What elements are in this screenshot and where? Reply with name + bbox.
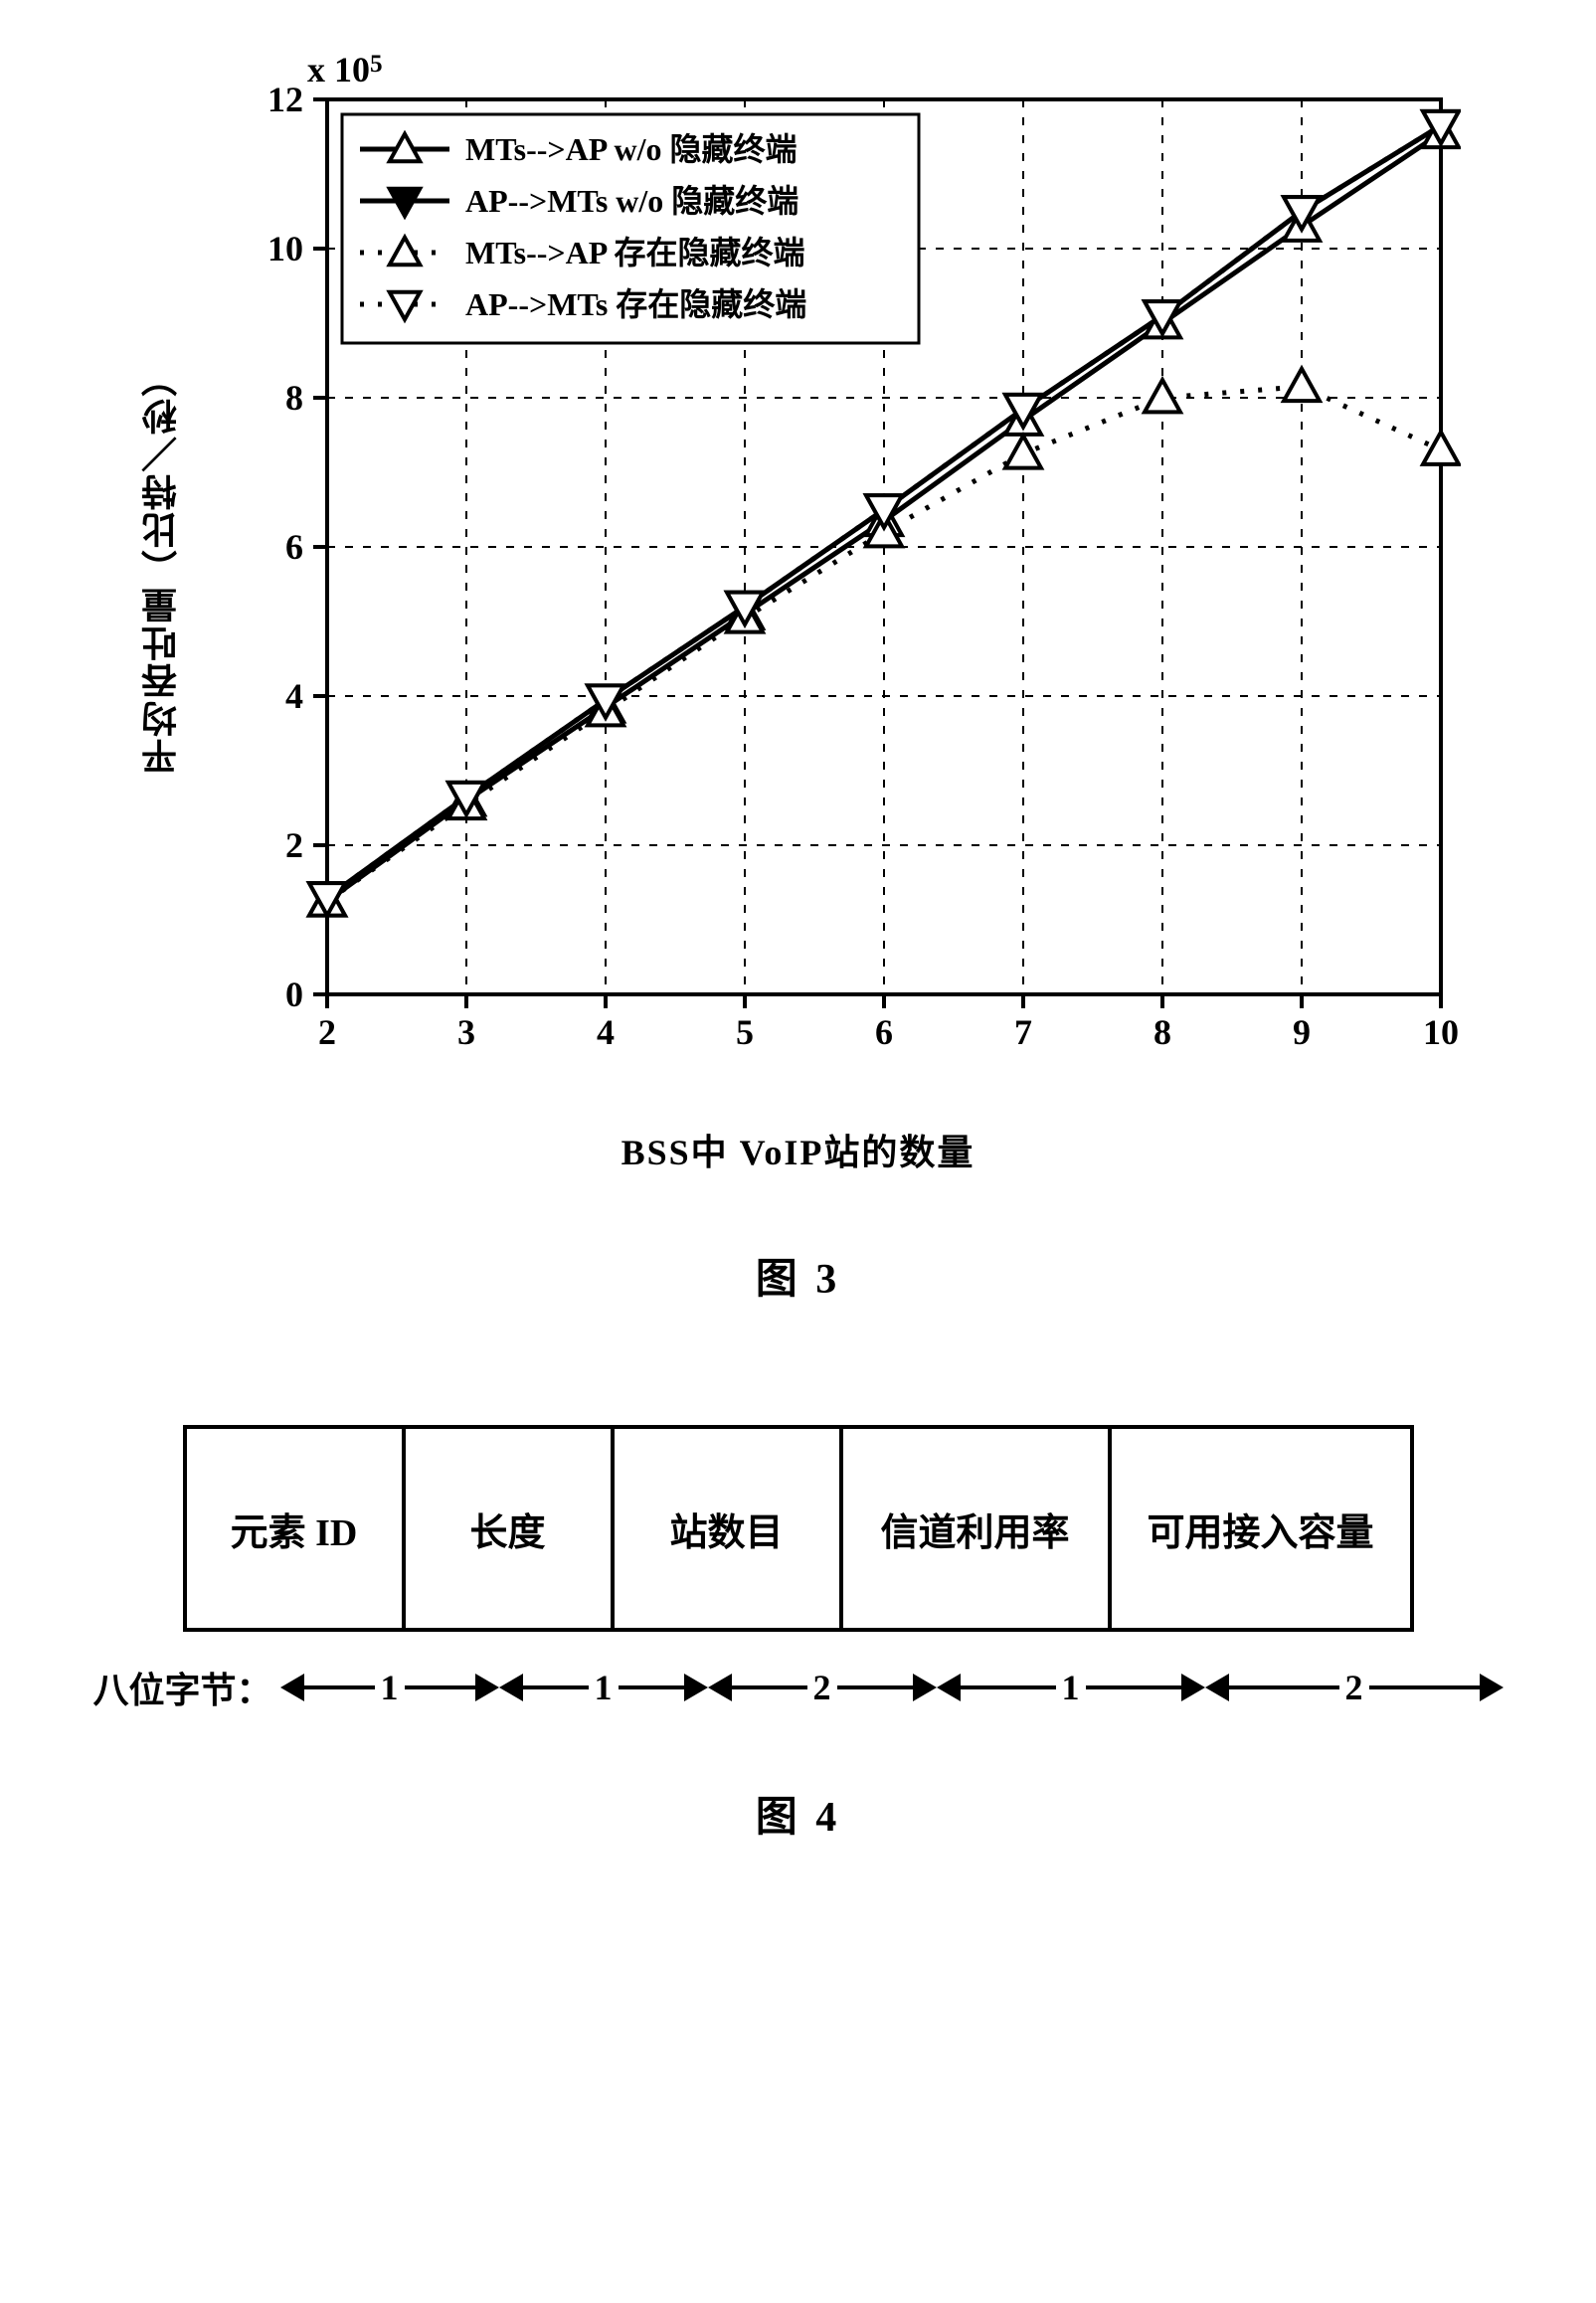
svg-text:8: 8 (1153, 1012, 1171, 1052)
svg-text:10: 10 (267, 229, 303, 268)
svg-text:9: 9 (1293, 1012, 1311, 1052)
arrow-right-icon (684, 1674, 708, 1701)
svg-text:5: 5 (736, 1012, 754, 1052)
fig4-cell: 信道利用率 (843, 1429, 1112, 1628)
arrow-right-icon (913, 1674, 937, 1701)
byte-segment: 1 (499, 1674, 708, 1701)
svg-text:10: 10 (1423, 1012, 1459, 1052)
byte-segment: 1 (280, 1674, 499, 1701)
byte-count: 1 (375, 1667, 405, 1708)
fig4-bytes-label: 八位字节： (92, 1662, 271, 1713)
figure-4: 元素 ID长度站数目信道利用率可用接入容量 八位字节： 11212 图 4 (40, 1425, 1556, 1844)
arrow-right-icon (475, 1674, 499, 1701)
fig4-cell: 站数目 (615, 1429, 843, 1628)
y-axis-label: 平均吞吐量（比特／秒） (136, 359, 188, 775)
svg-text:7: 7 (1014, 1012, 1032, 1052)
svg-text:4: 4 (597, 1012, 615, 1052)
byte-segment: 2 (1205, 1674, 1504, 1701)
arrow-right-icon (1181, 1674, 1205, 1701)
qbss-load-element-table: 元素 ID长度站数目信道利用率可用接入容量 (183, 1425, 1414, 1632)
svg-text:2: 2 (318, 1012, 336, 1052)
chart-container: 平均吞吐量（比特／秒） x 1050246810122345678910MTs-… (136, 40, 1461, 1094)
figure-3-caption: 图 3 (756, 1245, 841, 1306)
byte-count: 1 (589, 1667, 619, 1708)
svg-text:3: 3 (457, 1012, 475, 1052)
fig4-cell: 长度 (406, 1429, 615, 1628)
arrow-left-icon (937, 1674, 961, 1701)
svg-text:AP-->MTs 存在隐藏终端: AP-->MTs 存在隐藏终端 (465, 286, 806, 322)
svg-text:AP-->MTs w/o 隐藏终端: AP-->MTs w/o 隐藏终端 (465, 183, 798, 219)
svg-text:6: 6 (875, 1012, 893, 1052)
arrow-left-icon (499, 1674, 523, 1701)
byte-count: 2 (1339, 1667, 1369, 1708)
svg-text:2: 2 (285, 825, 303, 865)
svg-text:6: 6 (285, 527, 303, 567)
byte-segment: 1 (937, 1674, 1205, 1701)
byte-count: 2 (807, 1667, 837, 1708)
arrow-left-icon (1205, 1674, 1229, 1701)
throughput-chart: x 1050246810122345678910MTs-->AP w/o 隐藏终… (208, 40, 1461, 1094)
arrow-right-icon (1480, 1674, 1504, 1701)
svg-text:0: 0 (285, 974, 303, 1014)
byte-count: 1 (1056, 1667, 1086, 1708)
arrow-left-icon (280, 1674, 304, 1701)
svg-text:8: 8 (285, 378, 303, 418)
fig4-table-row: 元素 ID长度站数目信道利用率可用接入容量 (183, 1425, 1414, 1632)
figure-3: 平均吞吐量（比特／秒） x 1050246810122345678910MTs-… (40, 40, 1556, 1306)
svg-text:MTs-->AP 存在隐藏终端: MTs-->AP 存在隐藏终端 (465, 235, 805, 270)
svg-text:4: 4 (285, 676, 303, 716)
fig4-cell: 可用接入容量 (1112, 1429, 1410, 1628)
svg-text:MTs-->AP w/o 隐藏终端: MTs-->AP w/o 隐藏终端 (465, 131, 798, 167)
figure-4-caption: 图 4 (756, 1783, 841, 1844)
arrow-left-icon (708, 1674, 732, 1701)
fig4-bytes-row: 八位字节： 11212 (92, 1662, 1503, 1713)
byte-segment: 2 (708, 1674, 937, 1701)
x-axis-label: BSS中 VoIP站的数量 (621, 1124, 975, 1175)
fig4-cell: 元素 ID (187, 1429, 406, 1628)
svg-text:12: 12 (267, 80, 303, 119)
svg-text:x 105: x 105 (307, 50, 383, 89)
